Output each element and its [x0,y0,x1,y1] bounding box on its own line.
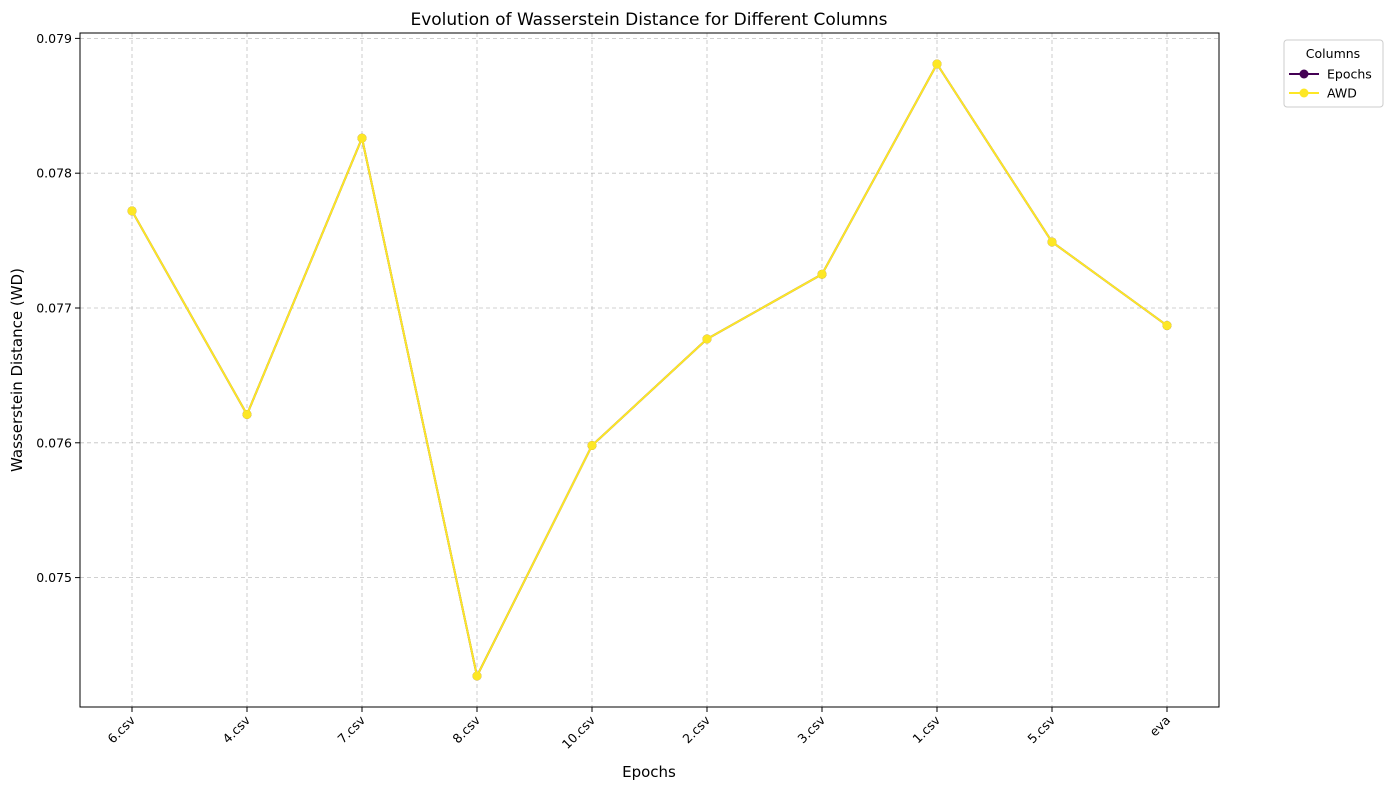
data-point [242,409,252,419]
y-tick-label: 0.075 [36,570,72,585]
grid-lines [80,33,1219,707]
y-tick-label: 0.077 [36,300,72,315]
legend-item-awd: AWD [1289,86,1357,101]
data-point [702,334,712,344]
data-point [932,59,942,69]
y-axis-ticks: 0.075 0.076 0.077 0.078 0.079 [36,31,80,585]
y-axis-label: Wasserstein Distance (WD) [8,268,26,472]
series-line [131,63,1168,677]
chart-title: Evolution of Wasserstein Distance for Di… [410,10,887,30]
legend-swatch-marker [1299,69,1309,79]
legend-swatch-marker [1299,88,1309,98]
data-point [472,671,482,681]
series-awd [127,59,1172,681]
legend-item-epochs: Epochs [1289,67,1372,82]
legend-title: Columns [1306,46,1360,61]
series-layer [127,59,1172,681]
legend: Columns Epochs AWD [1283,39,1384,108]
legend-label: Epochs [1327,67,1372,82]
data-point [357,133,367,143]
legend-frame [1283,39,1384,108]
x-axis-label: Epochs [622,763,676,781]
y-tick-label: 0.079 [36,31,72,46]
data-point [587,440,597,450]
legend-label: AWD [1327,86,1357,101]
plot-frame [79,32,1220,708]
legend-items: Epochs AWD [1289,67,1372,101]
data-point [1047,237,1057,247]
data-point [817,269,827,279]
data-point [1162,321,1172,331]
y-tick-label: 0.078 [36,166,72,181]
y-tick-label: 0.076 [36,435,72,450]
data-point [127,206,137,216]
